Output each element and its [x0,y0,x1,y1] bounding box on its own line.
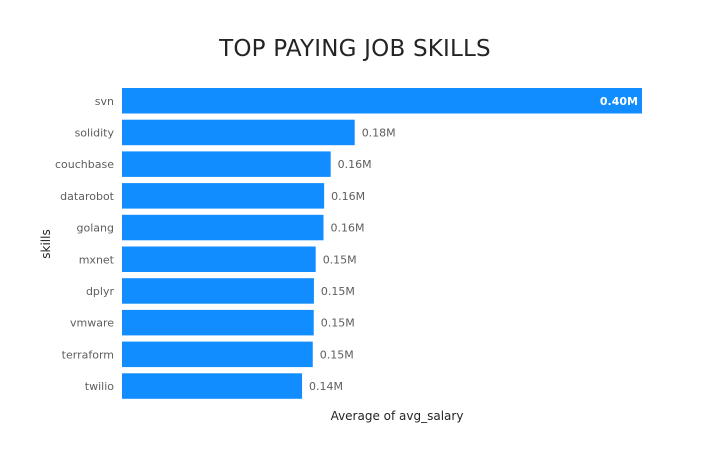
category-label: twilio [85,380,114,393]
category-label: dplyr [86,285,115,298]
data-label: 0.14M [309,380,343,393]
bar[interactable] [122,88,642,114]
data-label: 0.15M [320,348,354,361]
bar[interactable] [122,341,313,368]
data-label: 0.40M [600,95,638,108]
data-label: 0.15M [321,285,355,298]
bar[interactable] [122,246,316,273]
data-label: 0.18M [362,126,396,139]
category-label: vmware [70,317,114,330]
bar[interactable] [122,373,303,399]
bar[interactable] [122,151,331,177]
data-label: 0.15M [321,317,355,330]
bar[interactable] [122,183,325,209]
data-label: 0.15M [323,253,357,266]
category-label: svn [95,95,114,108]
bar[interactable] [122,214,324,241]
bar[interactable] [122,119,355,146]
data-label: 0.16M [331,190,365,203]
category-label: couchbase [55,158,114,171]
data-label: 0.16M [331,222,365,235]
category-label: golang [77,222,114,235]
category-label: terraform [62,348,114,361]
data-label: 0.16M [338,158,372,171]
category-label: solidity [75,126,115,139]
category-label: datarobot [60,190,115,203]
chart-title: TOP PAYING JOB SKILLS [219,36,491,62]
x-axis-title: Average of avg_salary [330,409,464,423]
category-label: mxnet [79,253,115,266]
bar[interactable] [122,278,314,304]
bar[interactable] [122,309,314,336]
